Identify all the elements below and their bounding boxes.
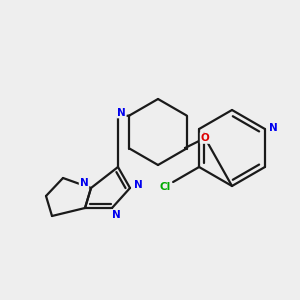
Text: N: N <box>112 210 120 220</box>
Text: N: N <box>80 178 88 188</box>
Text: O: O <box>201 133 209 143</box>
Text: N: N <box>268 123 277 133</box>
Text: N: N <box>134 180 142 190</box>
Text: Cl: Cl <box>160 182 171 192</box>
Text: N: N <box>117 107 126 118</box>
